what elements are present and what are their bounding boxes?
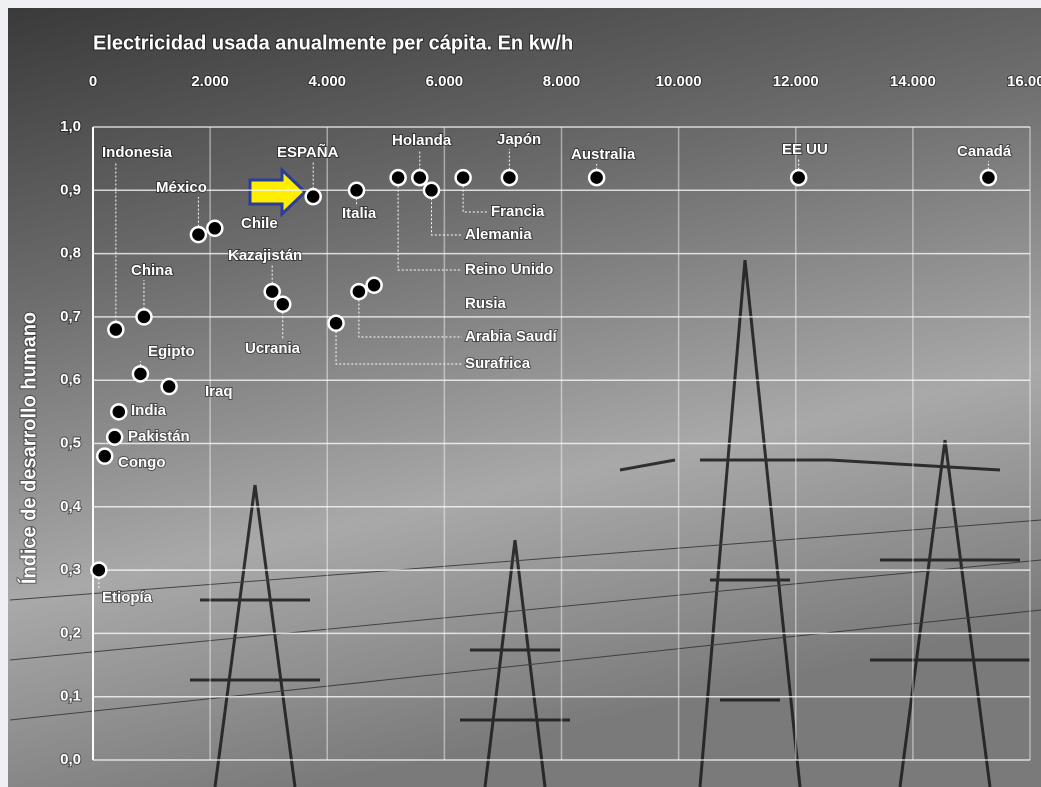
y-tick-label: 0,2: [60, 624, 81, 641]
point-label: Surafrica: [465, 355, 531, 372]
point: [304, 187, 322, 206]
point-label: Congo: [118, 454, 165, 471]
point: [95, 447, 114, 465]
point: [131, 365, 150, 383]
point: [422, 181, 441, 200]
x-tick-label: 16.000: [1007, 73, 1041, 90]
y-tick-label: 0,5: [60, 434, 81, 451]
y-tick-label: 0,8: [60, 245, 81, 262]
point: [206, 219, 224, 238]
point: [789, 168, 808, 187]
point-label: Holanda: [392, 132, 452, 149]
point-label: Egipto: [148, 343, 195, 360]
point: [105, 428, 124, 446]
point: [500, 168, 519, 187]
x-tick-label: 2.000: [191, 73, 229, 90]
point-label: Reino Unido: [465, 261, 553, 278]
point-label: Rusia: [465, 295, 507, 312]
point-label: Australia: [571, 146, 636, 163]
x-tick-label: 12.000: [773, 73, 819, 90]
point-label: Ucrania: [245, 340, 301, 357]
point: [979, 168, 998, 187]
point: [587, 168, 606, 187]
point: [110, 403, 128, 421]
point-label: Indonesia: [102, 144, 173, 161]
background: [8, 8, 1041, 787]
x-tick-label: 8.000: [543, 73, 581, 90]
x-tick-label: 10.000: [656, 73, 702, 90]
point-label: Francia: [491, 203, 545, 220]
point: [90, 561, 108, 579]
y-tick-label: 1,0: [60, 118, 81, 135]
point-label: Pakistán: [128, 428, 190, 445]
point-label: ESPAÑA: [277, 143, 339, 161]
point: [273, 295, 292, 313]
point: [347, 181, 366, 200]
x-tick-label: 6.000: [426, 73, 464, 90]
leader-line: [430, 190, 462, 236]
point-label: EE UU: [782, 141, 828, 158]
point: [350, 282, 368, 301]
point-label: Etiopía: [102, 589, 153, 606]
chart-title: Electricidad usada anualmente per cápita…: [93, 32, 573, 54]
point: [160, 377, 178, 396]
leader-line: [358, 291, 462, 338]
point: [189, 225, 208, 244]
leader-line: [335, 323, 462, 365]
y-tick-label: 0,3: [60, 561, 81, 578]
y-tick-label: 0,4: [60, 498, 82, 515]
point-label: Alemania: [465, 226, 532, 243]
y-tick-label: 0,0: [60, 751, 81, 768]
point-label: Kazajistán: [228, 247, 302, 264]
point: [327, 314, 345, 332]
y-tick-label: 0,7: [60, 308, 81, 325]
y-axis-label: Índice de desarrollo humano: [17, 312, 40, 584]
pylons: [9, 259, 1041, 787]
point-label: Japón: [497, 131, 541, 148]
point: [365, 276, 383, 294]
x-tick-label: 4.000: [308, 73, 346, 90]
highlight-arrow: [248, 166, 308, 218]
point-label: Arabia Saudí: [465, 328, 558, 345]
point: [263, 282, 281, 301]
point-label: Canadá: [957, 143, 1012, 160]
point: [411, 168, 429, 187]
leader-line: [397, 177, 462, 271]
point-label: China: [131, 262, 173, 279]
x-tick-label: 14.000: [890, 73, 936, 90]
point-label: Iraq: [205, 383, 233, 400]
point-label: India: [131, 402, 167, 419]
y-tick-label: 0,6: [60, 371, 81, 388]
point: [389, 168, 407, 187]
point-label: México: [156, 179, 207, 196]
point: [107, 320, 125, 339]
x-tick-label: 0: [89, 73, 97, 90]
point: [454, 168, 472, 187]
y-tick-label: 0,1: [60, 688, 81, 705]
y-tick-label: 0,9: [60, 181, 81, 198]
point: [135, 308, 153, 326]
point-label: Italia: [342, 205, 377, 222]
point-label: Chile: [241, 215, 278, 232]
